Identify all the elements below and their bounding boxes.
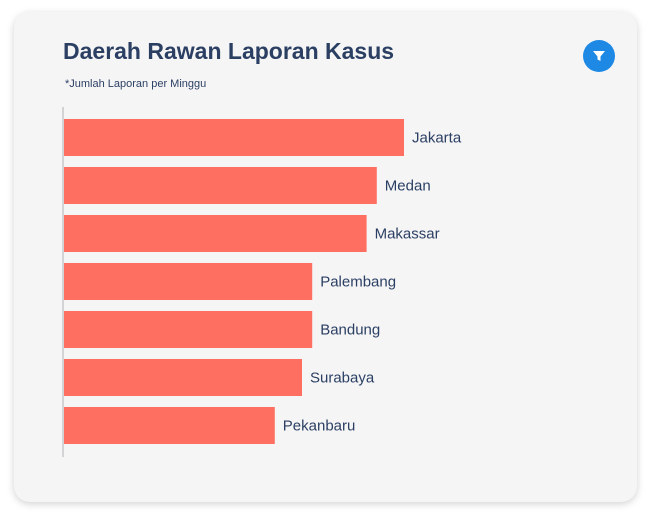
bar-jakarta[interactable] (64, 119, 404, 156)
bar-label-jakarta: Jakarta (412, 130, 462, 147)
filter-button[interactable] (583, 40, 615, 72)
bar-label-palembang: Palembang (320, 274, 396, 291)
page-title: Daerah Rawan Laporan Kasus (63, 38, 395, 64)
chart-card: Daerah Rawan Laporan Kasus *Jumlah Lapor… (14, 12, 637, 502)
bar-makassar[interactable] (64, 215, 367, 252)
bar-bandung[interactable] (64, 311, 313, 348)
bar-label-medan: Medan (385, 178, 431, 195)
filter-icon (593, 51, 605, 61)
bar-label-makassar: Makassar (375, 226, 440, 243)
bar-label-bandung: Bandung (320, 322, 380, 339)
bar-label-surabaya: Surabaya (310, 370, 375, 387)
bar-surabaya[interactable] (64, 359, 302, 396)
bar-pekanbaru[interactable] (64, 407, 275, 444)
chart-subtitle: *Jumlah Laporan per Minggu (65, 78, 207, 90)
bar-label-pekanbaru: Pekanbaru (283, 418, 356, 435)
bar-chart: Jakarta Medan Makassar Palembang Bandung Sura… (62, 107, 462, 457)
bar-medan[interactable] (64, 167, 377, 204)
bar-palembang[interactable] (64, 263, 313, 300)
